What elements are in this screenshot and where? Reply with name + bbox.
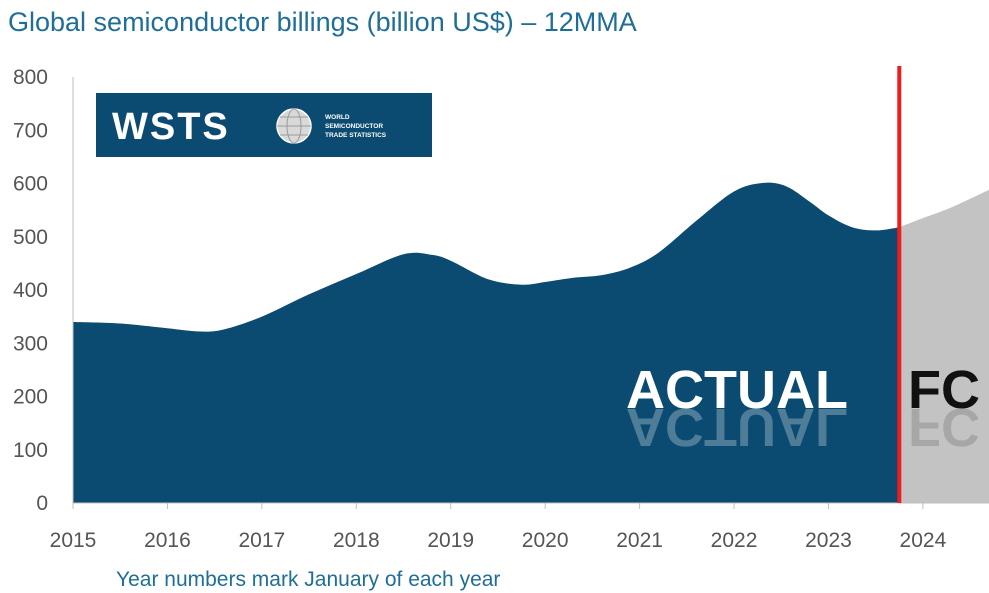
y-tick-label: 100 <box>13 439 48 462</box>
forecast-label: FC <box>908 360 980 420</box>
x-tick-label: 2016 <box>144 529 191 552</box>
x-tick-label: 2021 <box>616 529 663 552</box>
y-tick-label: 700 <box>13 119 48 142</box>
plot-area <box>73 182 989 504</box>
logo-line-3: TRADE STATISTICS <box>325 132 387 139</box>
y-tick-label: 200 <box>13 386 48 409</box>
y-tick-label: 600 <box>13 173 48 196</box>
x-tick-label: 2024 <box>900 529 947 552</box>
x-tick-label: 2017 <box>239 529 286 552</box>
y-tick-label: 500 <box>13 226 48 249</box>
x-tick-label: 2019 <box>427 529 474 552</box>
x-tick-label: 2015 <box>50 529 97 552</box>
actual-label-group: ACTUAL ACTUAL <box>626 360 848 457</box>
y-tick-label: 800 <box>13 66 48 89</box>
x-tick-label: 2020 <box>522 529 569 552</box>
axes <box>72 77 989 504</box>
chart-title: Global semiconductor billings (billion U… <box>8 7 637 37</box>
x-tick-label: 2022 <box>711 529 758 552</box>
actual-label-reflection: ACTUAL <box>626 397 848 457</box>
y-tick-labels: 0 100 200 300 400 500 600 700 800 <box>13 66 48 515</box>
y-tick-label: 0 <box>36 492 48 515</box>
forecast-label-group: FC FC <box>908 360 980 457</box>
logo-line-1: WORLD <box>325 114 350 121</box>
actual-label: ACTUAL <box>626 360 848 420</box>
logo-line-2: SEMICONDUCTOR <box>325 123 383 130</box>
logo-wordmark: WSTS <box>112 106 230 148</box>
x-axis-note: Year numbers mark January of each year <box>116 568 500 591</box>
wsts-logo: WSTS WORLD SEMICONDUCTOR TRADE STATISTIC… <box>96 93 432 157</box>
y-tick-label: 300 <box>13 332 48 355</box>
x-tick-labels: 2015 2016 2017 2018 2019 2020 2021 2022 2023 2024 <box>50 503 947 552</box>
logo-background <box>96 93 432 157</box>
globe-icon <box>276 108 312 144</box>
x-tick-label: 2018 <box>333 529 380 552</box>
forecast-label-reflection: FC <box>908 397 980 457</box>
forecast-area-series <box>899 189 989 503</box>
actual-area-series <box>73 182 900 504</box>
y-tick-label: 400 <box>13 279 48 302</box>
x-tick-label: 2023 <box>805 529 852 552</box>
